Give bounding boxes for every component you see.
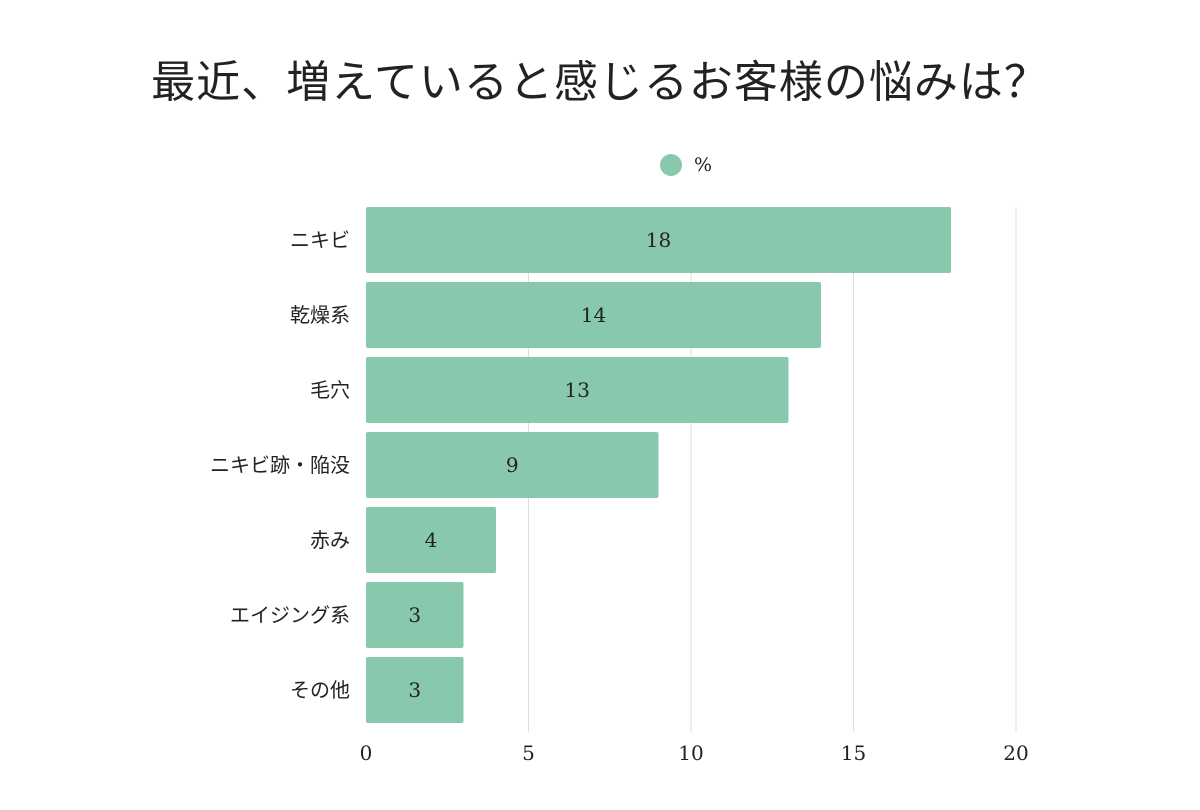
data-label: 3: [408, 603, 421, 627]
category-label: 赤み: [310, 528, 350, 552]
chart-title: 最近、増えていると感じるお客様の悩みは？: [151, 57, 1049, 108]
category-label: その他: [290, 678, 350, 702]
data-label: 4: [425, 528, 438, 552]
data-label: 3: [408, 678, 421, 702]
data-label: 13: [565, 378, 590, 402]
bar: [366, 582, 464, 648]
legend: %: [660, 154, 712, 176]
x-tick-label: 15: [841, 741, 866, 765]
legend-swatch: [660, 154, 682, 176]
legend-label: %: [694, 154, 713, 176]
x-tick-label: 0: [360, 741, 373, 765]
data-label: 18: [646, 228, 671, 252]
x-tick-label: 10: [678, 741, 703, 765]
category-label: ニキビ: [290, 228, 350, 252]
bar: [366, 657, 464, 723]
x-tick-label: 5: [522, 741, 535, 765]
category-label: 乾燥系: [290, 303, 350, 327]
bar: [366, 507, 496, 573]
bar: [366, 207, 951, 273]
bar: [366, 357, 789, 423]
data-label: 9: [506, 453, 519, 477]
x-tick-label: 20: [1003, 741, 1028, 765]
bar: [366, 432, 659, 498]
category-label: ニキビ跡・陥没: [210, 453, 350, 477]
category-label: 毛穴: [310, 378, 350, 402]
data-label: 14: [581, 303, 606, 327]
bar: [366, 282, 821, 348]
category-label: エイジング系: [230, 603, 350, 627]
